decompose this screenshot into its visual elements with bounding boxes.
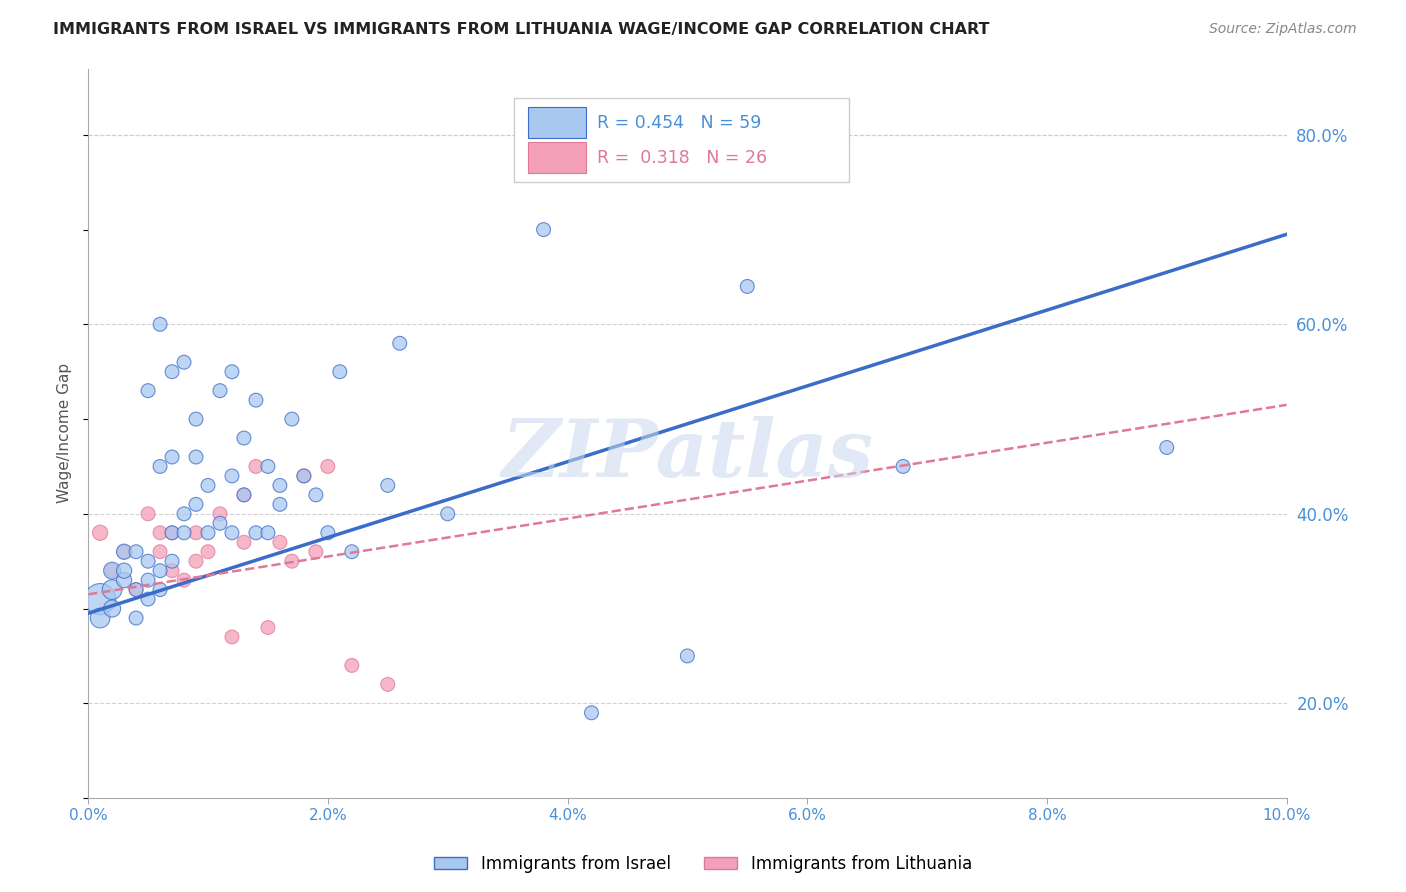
Legend: Immigrants from Israel, Immigrants from Lithuania: Immigrants from Israel, Immigrants from … [427,848,979,880]
Point [269,535,291,549]
Point [197,545,219,559]
Point [233,488,256,502]
Point [125,582,148,597]
Point [101,582,124,597]
Point [149,582,172,597]
Point [281,412,304,426]
Point [233,535,256,549]
FancyBboxPatch shape [513,98,849,182]
Point [184,412,207,426]
Point [136,592,159,607]
Point [136,384,159,398]
Text: R = 0.454   N = 59: R = 0.454 N = 59 [598,113,762,131]
Point [221,630,243,644]
Point [221,365,243,379]
Point [329,365,352,379]
Point [208,507,231,521]
Point [149,525,172,540]
Point [221,525,243,540]
Point [101,564,124,578]
Point [257,459,280,474]
Point [136,507,159,521]
Point [89,592,111,607]
Text: Source: ZipAtlas.com: Source: ZipAtlas.com [1209,22,1357,37]
Point [245,393,267,408]
Point [233,431,256,445]
Point [233,488,256,502]
Point [197,478,219,492]
Point [184,450,207,464]
Point [112,545,135,559]
Point [173,507,195,521]
Point [184,525,207,540]
Point [184,497,207,511]
Point [316,525,339,540]
Point [160,554,183,568]
Point [208,384,231,398]
Point [136,573,159,587]
Point [245,525,267,540]
Point [436,507,458,521]
Point [208,516,231,531]
Point [149,564,172,578]
Y-axis label: Wage/Income Gap: Wage/Income Gap [58,363,72,503]
Point [340,545,363,559]
FancyBboxPatch shape [529,107,585,138]
Text: R =  0.318   N = 26: R = 0.318 N = 26 [598,149,768,167]
Point [676,648,699,663]
Point [1156,441,1178,455]
Point [292,469,315,483]
Point [160,525,183,540]
Point [125,611,148,625]
Text: IMMIGRANTS FROM ISRAEL VS IMMIGRANTS FROM LITHUANIA WAGE/INCOME GAP CORRELATION : IMMIGRANTS FROM ISRAEL VS IMMIGRANTS FRO… [53,22,990,37]
Point [292,469,315,483]
Point [388,336,411,351]
Point [257,620,280,634]
Point [257,525,280,540]
Point [305,488,328,502]
Point [891,459,914,474]
Point [101,601,124,615]
Point [173,573,195,587]
FancyBboxPatch shape [529,142,585,173]
Point [269,497,291,511]
Point [533,222,555,236]
Point [221,469,243,483]
Point [245,459,267,474]
Point [112,564,135,578]
Point [101,564,124,578]
Point [125,582,148,597]
Point [377,478,399,492]
Point [160,365,183,379]
Point [112,573,135,587]
Point [173,525,195,540]
Point [160,564,183,578]
Point [269,478,291,492]
Point [160,450,183,464]
Point [112,545,135,559]
Point [149,459,172,474]
Point [89,525,111,540]
Point [136,554,159,568]
Point [149,318,172,332]
Point [184,554,207,568]
Point [737,279,759,293]
Point [316,459,339,474]
Point [160,525,183,540]
Point [125,545,148,559]
Point [149,545,172,559]
Point [340,658,363,673]
Point [197,525,219,540]
Point [377,677,399,691]
Point [173,355,195,369]
Point [581,706,603,720]
Point [305,545,328,559]
Point [281,554,304,568]
Text: ZIPatlas: ZIPatlas [502,417,873,494]
Point [89,611,111,625]
